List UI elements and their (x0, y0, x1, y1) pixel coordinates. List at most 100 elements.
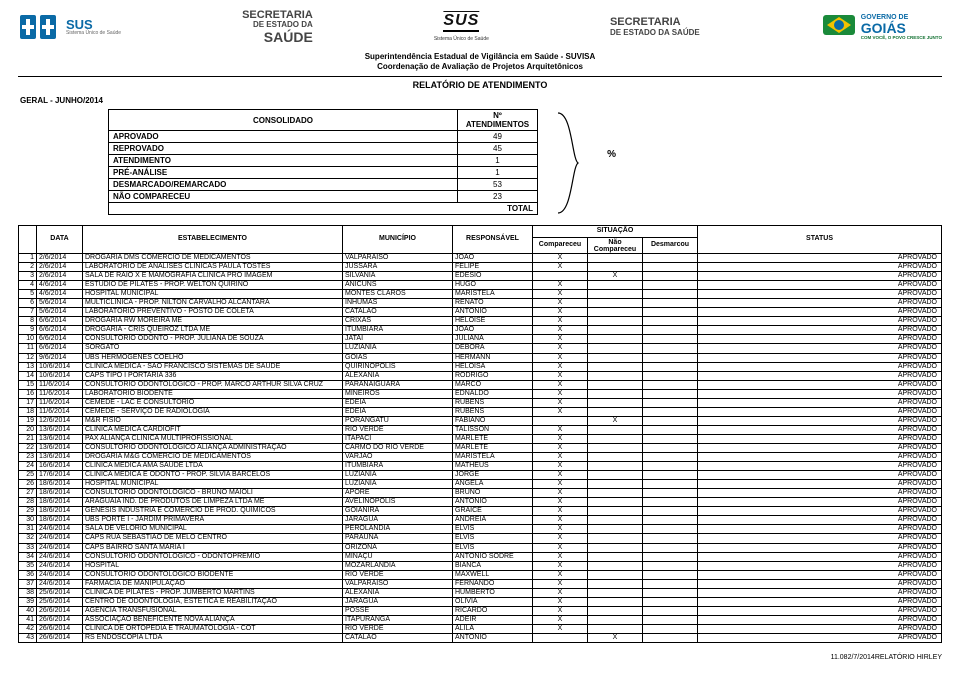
table-row: 3925/6/2014CENTRO DE ODONTOLOGIA, ESTÉTI… (19, 597, 942, 606)
table-row: 2918/6/2014GÊNESIS INDÚSTRIA E COMÉRCIO … (19, 507, 942, 516)
table-row: 106/6/2014CONSULTÓRIO ODONTO - PROP. JUL… (19, 335, 942, 344)
row-compareceu: X (533, 443, 588, 452)
row-compareceu: X (533, 335, 588, 344)
row-nao-compareceu (588, 462, 643, 471)
row-index: 31 (19, 525, 37, 534)
row-desmarcou (643, 525, 698, 534)
row-nao-compareceu (588, 525, 643, 534)
row-resp: HERMANN (453, 353, 533, 362)
row-nao-compareceu (588, 398, 643, 407)
header-sub-lines: Superintendência Estadual de Vigilância … (18, 52, 942, 72)
table-row: 3324/6/2014CAPS BAIRRO SANTA MARIA IORIZ… (19, 543, 942, 552)
logo-gov-goias: GOVERNO DE GOIÁS COM VOCÊ, O POVO CRESCE… (821, 12, 942, 42)
row-status: APROVADO (698, 543, 942, 552)
summary-row-label: PRÉ-ANÁLISE (109, 167, 458, 179)
row-estab: LABORATÓRIO BIODENTE (83, 389, 343, 398)
table-row: 1711/6/2014CEMEDE - LAC E CONSULTÓRIOEDÉ… (19, 398, 942, 407)
col-estab: ESTABELECIMENTO (83, 226, 343, 254)
row-compareceu: X (533, 389, 588, 398)
row-resp: FERNANDO (453, 579, 533, 588)
row-mun: RIO VERDE (343, 570, 453, 579)
row-resp: BIANCA (453, 561, 533, 570)
row-estab: ARAGUAIA IND. DE PRODUTOS DE LIMPEZA LTD… (83, 498, 343, 507)
row-desmarcou (643, 516, 698, 525)
row-resp: MARCO (453, 380, 533, 389)
row-index: 42 (19, 624, 37, 633)
row-status: APROVADO (698, 425, 942, 434)
row-index: 37 (19, 579, 37, 588)
row-compareceu: X (533, 380, 588, 389)
row-status: APROVADO (698, 362, 942, 371)
row-nao-compareceu (588, 516, 643, 525)
row-estab: DROGARIA M&G COMERCIO DE MEDICAMENTOS (83, 453, 343, 462)
row-estab: DROGARIA DMS COMERCIO DE MEDICAMENTOS (83, 254, 343, 263)
row-status: APROVADO (698, 416, 942, 425)
row-index: 29 (19, 507, 37, 516)
row-desmarcou (643, 570, 698, 579)
row-compareceu: X (533, 588, 588, 597)
summary-table: CONSOLIDADO Nº ATENDIMENTOS APROVADO 49R… (108, 109, 538, 215)
row-date: 10/6/2014 (37, 362, 83, 371)
col-municipio: MUNICÍPIO (343, 226, 453, 254)
row-estab: SALA DE RAIO X E MAMOGRAFIA CLÍNICA PRÓ … (83, 272, 343, 281)
row-estab: HOSPITAL MUNICIPAL (83, 480, 343, 489)
row-resp: RUBENS (453, 407, 533, 416)
logo-sus-center: SUS Sistema Único de Saúde (434, 12, 489, 42)
row-index: 14 (19, 371, 37, 380)
row-status: APROVADO (698, 281, 942, 290)
row-desmarcou (643, 543, 698, 552)
row-status: APROVADO (698, 525, 942, 534)
row-date: 13/6/2014 (37, 425, 83, 434)
summary-row-label: REPROVADO (109, 143, 458, 155)
row-compareceu: X (533, 281, 588, 290)
row-compareceu: X (533, 579, 588, 588)
row-status: APROVADO (698, 308, 942, 317)
row-resp: FELIPE (453, 263, 533, 272)
row-nao-compareceu (588, 597, 643, 606)
row-nao-compareceu (588, 615, 643, 624)
row-status: APROVADO (698, 389, 942, 398)
row-mun: JUSSARA (343, 263, 453, 272)
table-row: 1912/6/2014M&R FISIOPORANGATUFABIANOXAPR… (19, 416, 942, 425)
table-row: 2113/6/2014PAX ALIANÇA CLÍNICA MULTIPROF… (19, 434, 942, 443)
table-row: 3124/6/2014SALA DE VELÓRIO MUNICIPALPERO… (19, 525, 942, 534)
row-mun: PARANAIGUARA (343, 380, 453, 389)
row-status: APROVADO (698, 317, 942, 326)
row-compareceu: X (533, 371, 588, 380)
row-status: APROVADO (698, 453, 942, 462)
row-nao-compareceu (588, 281, 643, 290)
row-mun: ALEXANIA (343, 371, 453, 380)
row-mun: SILVANIA (343, 272, 453, 281)
row-index: 28 (19, 498, 37, 507)
row-mun: APORÉ (343, 489, 453, 498)
row-date: 24/6/2014 (37, 525, 83, 534)
row-resp: JOÃO (453, 326, 533, 335)
row-compareceu: X (533, 561, 588, 570)
row-compareceu: X (533, 480, 588, 489)
row-mun: CATALÃO (343, 308, 453, 317)
row-compareceu: X (533, 317, 588, 326)
bracket-icon: % (556, 109, 616, 219)
row-index: 17 (19, 398, 37, 407)
row-status: APROVADO (698, 552, 942, 561)
row-mun: CARMO DO RIO VERDE (343, 443, 453, 452)
row-date: 16/6/2014 (37, 462, 83, 471)
row-mun: RIO VERDE (343, 425, 453, 434)
row-resp: MATHEUS (453, 462, 533, 471)
table-row: 2818/6/2014ARAGUAIA IND. DE PRODUTOS DE … (19, 498, 942, 507)
table-row: 3424/6/2014CONSULTÓRIO ODONTOLÓGICO - OD… (19, 552, 942, 561)
row-compareceu: X (533, 597, 588, 606)
row-desmarcou (643, 489, 698, 498)
row-mun: POSSE (343, 606, 453, 615)
row-nao-compareceu (588, 371, 643, 380)
row-estab: CLÍNICA MÉDICA AMA SAÚDE LTDA (83, 462, 343, 471)
row-resp: RICARDO (453, 606, 533, 615)
row-index: 20 (19, 425, 37, 434)
row-date: 5/6/2014 (37, 299, 83, 308)
row-desmarcou (643, 471, 698, 480)
row-index: 13 (19, 362, 37, 371)
sus-sub: Sistema Único de Saúde (66, 31, 121, 36)
row-desmarcou (643, 561, 698, 570)
row-nao-compareceu (588, 335, 643, 344)
row-estab: CLÍNICA MÉDICA CARDIOFIT (83, 425, 343, 434)
